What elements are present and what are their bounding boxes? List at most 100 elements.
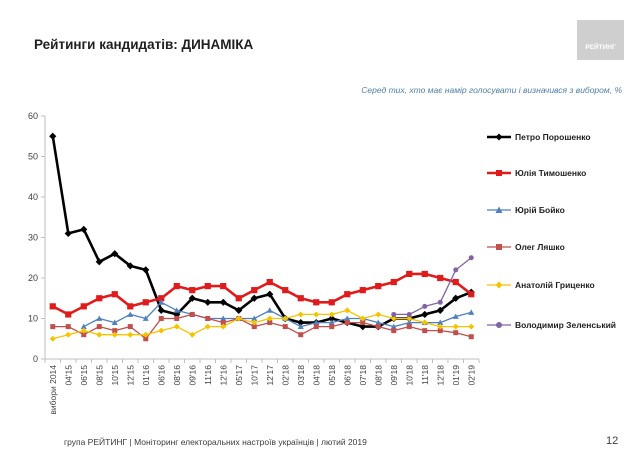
data-point <box>328 314 336 323</box>
data-point <box>220 315 227 321</box>
x-tick-label: вибори 2014 <box>48 365 58 415</box>
data-point <box>421 270 428 278</box>
data-point <box>65 324 71 330</box>
data-point <box>282 287 289 294</box>
page-number: 12 <box>606 435 619 447</box>
data-point <box>49 132 57 140</box>
x-tick-label: 05'18 <box>327 365 337 386</box>
legend-item: Володимир Зеленський <box>487 318 616 332</box>
data-point <box>80 323 87 329</box>
data-point <box>266 290 274 298</box>
data-point <box>329 324 335 330</box>
data-point <box>297 318 305 327</box>
data-point <box>158 327 165 334</box>
series-line <box>52 313 472 340</box>
y-tick-label: 20 <box>28 273 38 283</box>
legend-label: Юлія Тимошенко <box>515 168 587 178</box>
data-point <box>344 320 350 326</box>
data-point <box>406 270 413 278</box>
data-point <box>452 313 459 319</box>
data-point <box>127 331 134 338</box>
data-point <box>126 262 134 270</box>
legend-label: Володимир Зеленський <box>515 320 617 330</box>
data-point <box>220 283 227 290</box>
data-point <box>80 225 88 233</box>
x-tick-label: 06'15 <box>79 365 89 386</box>
data-point <box>111 250 119 258</box>
data-point <box>390 315 397 322</box>
data-point <box>468 323 475 330</box>
series-line <box>52 272 473 316</box>
data-point <box>96 295 103 302</box>
legend-swatch <box>487 133 511 141</box>
legend-label: Петро Порошенко <box>515 132 591 142</box>
y-tick-label: 50 <box>28 152 38 162</box>
series-line <box>83 301 472 328</box>
data-point <box>468 291 475 298</box>
brand-logo: РЕЙТИНГ <box>577 20 624 60</box>
data-point <box>375 319 382 325</box>
data-point <box>267 320 273 326</box>
y-tick-label: 10 <box>28 314 38 324</box>
data-point <box>158 299 165 305</box>
x-tick-label: 06'18 <box>342 365 352 386</box>
legend-label: Олег Ляшко <box>515 242 565 252</box>
x-tick-label: 01'19 <box>451 365 461 386</box>
data-point <box>173 283 180 290</box>
y-tick-label: 60 <box>28 111 38 121</box>
x-tick-label: 10'18 <box>404 365 414 386</box>
data-point <box>468 334 474 340</box>
data-point <box>80 303 87 310</box>
data-point <box>344 307 351 314</box>
x-tick-label: 09'18 <box>389 365 399 386</box>
legend-swatch <box>487 322 511 328</box>
x-tick-label: 02'19 <box>466 365 476 386</box>
data-point <box>158 295 165 302</box>
data-point <box>157 306 165 314</box>
data-point <box>143 336 149 342</box>
legend-item: Анатолій Гриценко <box>487 278 595 292</box>
data-point <box>49 303 56 310</box>
data-point <box>406 311 412 317</box>
legend-item: Юлія Тимошенко <box>487 166 586 180</box>
data-point <box>282 324 288 330</box>
data-point <box>313 319 320 325</box>
data-point <box>297 323 304 329</box>
legend-swatch <box>487 281 511 289</box>
x-tick-label: 12'17 <box>265 365 275 386</box>
data-point <box>406 315 413 322</box>
data-point <box>111 331 118 338</box>
data-point <box>250 294 258 302</box>
legend-label: Юрій Бойко <box>515 205 565 215</box>
y-tick-label: 0 <box>33 354 38 364</box>
data-point <box>313 324 319 330</box>
data-point <box>422 328 428 334</box>
data-point <box>437 323 444 330</box>
data-point <box>453 330 459 336</box>
data-point <box>344 291 351 298</box>
x-tick-label: 05'17 <box>234 365 244 386</box>
data-point <box>64 229 72 238</box>
data-point <box>391 311 397 317</box>
y-tick-label: 40 <box>28 192 38 202</box>
data-point <box>452 294 460 302</box>
footer-text: група РЕЙТИНГ | Моніторинг електоральних… <box>64 437 367 447</box>
data-point <box>313 299 320 306</box>
data-point <box>112 328 118 334</box>
data-point <box>359 287 366 294</box>
data-point <box>375 324 381 330</box>
data-point <box>189 331 196 338</box>
data-point <box>204 298 212 306</box>
data-point <box>266 278 273 286</box>
legend-swatch <box>487 244 511 250</box>
data-point <box>50 324 56 330</box>
series-line <box>393 257 472 316</box>
data-point <box>142 299 149 306</box>
logo-text: РЕЙТИНГ <box>585 43 616 51</box>
data-point <box>219 298 227 306</box>
data-point <box>95 258 103 266</box>
data-point <box>65 331 72 338</box>
data-point <box>406 324 412 330</box>
data-point <box>127 303 134 310</box>
x-tick-label: 04'15 <box>63 365 73 386</box>
